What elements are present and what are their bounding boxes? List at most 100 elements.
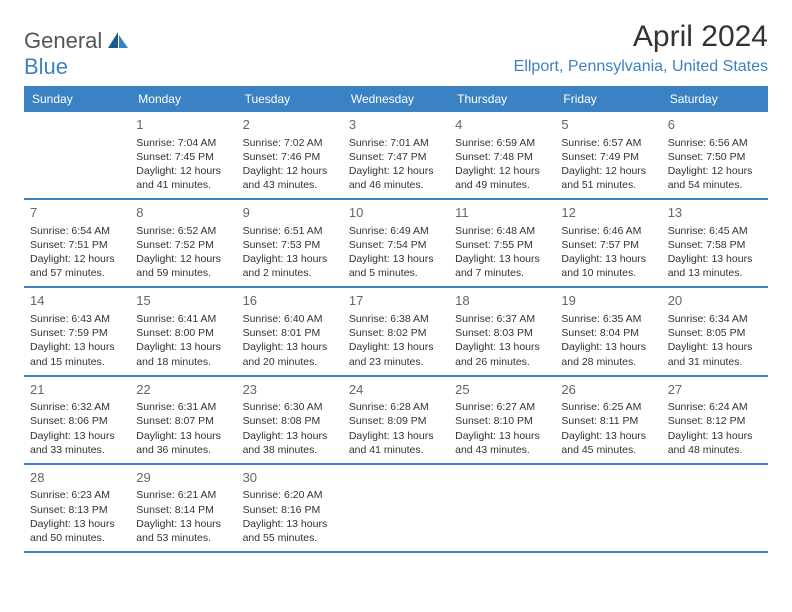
daylight-text: Daylight: 13 hours and 38 minutes. [243, 429, 337, 457]
sunrise-text: Sunrise: 7:04 AM [136, 136, 230, 150]
day-cell: 13Sunrise: 6:45 AMSunset: 7:58 PMDayligh… [662, 200, 768, 286]
day-cell: 3Sunrise: 7:01 AMSunset: 7:47 PMDaylight… [343, 112, 449, 198]
day-number: 8 [136, 204, 230, 222]
sunset-text: Sunset: 8:00 PM [136, 326, 230, 340]
day-number: 17 [349, 292, 443, 310]
sunrise-text: Sunrise: 6:35 AM [561, 312, 655, 326]
sunset-text: Sunset: 7:51 PM [30, 238, 124, 252]
day-cell: 10 Sunrise: 6:49 AMSunset: 7:54 PMDayligh… [343, 200, 449, 286]
sunrise-text: Sunrise: 6:43 AM [30, 312, 124, 326]
day-cell: 17Sunrise: 6:38 AMSunset: 8:02 PMDayligh… [343, 288, 449, 374]
daylight-text: Daylight: 13 hours and 13 minutes. [668, 252, 762, 280]
sunset-text: Sunset: 8:06 PM [30, 414, 124, 428]
daylight-text: Daylight: 13 hours and 41 minutes. [349, 429, 443, 457]
daylight-text: Daylight: 12 hours and 57 minutes. [30, 252, 124, 280]
daylight-text: Daylight: 13 hours and 45 minutes. [561, 429, 655, 457]
day-cell: 20Sunrise: 6:34 AMSunset: 8:05 PMDayligh… [662, 288, 768, 374]
calendar: SundayMondayTuesdayWednesdayThursdayFrid… [24, 86, 768, 553]
daylight-text: Daylight: 12 hours and 59 minutes. [136, 252, 230, 280]
sunrise-text: Sunrise: 6:54 AM [30, 224, 124, 238]
sunrise-text: Sunrise: 6:27 AM [455, 400, 549, 414]
day-cell: 21Sunrise: 6:32 AMSunset: 8:06 PMDayligh… [24, 377, 130, 463]
day-cell: 2Sunrise: 7:02 AMSunset: 7:46 PMDaylight… [237, 112, 343, 198]
sunrise-text: Sunrise: 6:49 AM [349, 224, 443, 238]
day-number: 14 [30, 292, 124, 310]
sunset-text: Sunset: 8:11 PM [561, 414, 655, 428]
day-number: 4 [455, 116, 549, 134]
day-cell: 6Sunrise: 6:56 AMSunset: 7:50 PMDaylight… [662, 112, 768, 198]
sunrise-text: Sunrise: 7:01 AM [349, 136, 443, 150]
day-number: 29 [136, 469, 230, 487]
empty-cell [555, 465, 661, 551]
sunrise-text: Sunrise: 6:20 AM [243, 488, 337, 502]
sunset-text: Sunset: 7:50 PM [668, 150, 762, 164]
day-number: 26 [561, 381, 655, 399]
sunset-text: Sunset: 8:14 PM [136, 503, 230, 517]
daylight-text: Daylight: 12 hours and 43 minutes. [243, 164, 337, 192]
sunset-text: Sunset: 7:55 PM [455, 238, 549, 252]
daylight-text: Daylight: 12 hours and 54 minutes. [668, 164, 762, 192]
sunset-text: Sunset: 8:01 PM [243, 326, 337, 340]
sunset-text: Sunset: 7:54 PM [349, 238, 443, 252]
daylight-text: Daylight: 13 hours and 31 minutes. [668, 340, 762, 368]
daylight-text: Daylight: 13 hours and 23 minutes. [349, 340, 443, 368]
weeks-container: 1Sunrise: 7:04 AMSunset: 7:45 PMDaylight… [24, 112, 768, 553]
sunrise-text: Sunrise: 6:40 AM [243, 312, 337, 326]
sunset-text: Sunset: 7:48 PM [455, 150, 549, 164]
day-cell: 14Sunrise: 6:43 AMSunset: 7:59 PMDayligh… [24, 288, 130, 374]
sunrise-text: Sunrise: 6:23 AM [30, 488, 124, 502]
sunset-text: Sunset: 7:49 PM [561, 150, 655, 164]
empty-cell [449, 465, 555, 551]
calendar-page: General Blue April 2024 Ellport, Pennsyl… [0, 0, 792, 573]
daylight-text: Daylight: 13 hours and 15 minutes. [30, 340, 124, 368]
daylight-text: Daylight: 13 hours and 5 minutes. [349, 252, 443, 280]
day-cell: 22Sunrise: 6:31 AMSunset: 8:07 PMDayligh… [130, 377, 236, 463]
day-cell: 16Sunrise: 6:40 AMSunset: 8:01 PMDayligh… [237, 288, 343, 374]
weekday-headers: SundayMondayTuesdayWednesdayThursdayFrid… [24, 86, 768, 112]
day-number: 9 [243, 204, 337, 222]
sunrise-text: Sunrise: 6:30 AM [243, 400, 337, 414]
day-number: 22 [136, 381, 230, 399]
weekday-header: Tuesday [237, 86, 343, 112]
sunrise-text: Sunrise: 6:38 AM [349, 312, 443, 326]
daylight-text: Daylight: 13 hours and 28 minutes. [561, 340, 655, 368]
logo-word1: General [24, 28, 102, 53]
sunset-text: Sunset: 8:09 PM [349, 414, 443, 428]
sunset-text: Sunset: 8:10 PM [455, 414, 549, 428]
sunrise-text: Sunrise: 6:34 AM [668, 312, 762, 326]
week-row: 14Sunrise: 6:43 AMSunset: 7:59 PMDayligh… [24, 288, 768, 376]
empty-cell [24, 112, 130, 198]
week-row: 21Sunrise: 6:32 AMSunset: 8:06 PMDayligh… [24, 377, 768, 465]
day-number: 13 [668, 204, 762, 222]
day-cell: 4Sunrise: 6:59 AMSunset: 7:48 PMDaylight… [449, 112, 555, 198]
day-cell: 29Sunrise: 6:21 AMSunset: 8:14 PMDayligh… [130, 465, 236, 551]
day-number: 10 [349, 204, 443, 222]
empty-cell [343, 465, 449, 551]
day-cell: 27Sunrise: 6:24 AMSunset: 8:12 PMDayligh… [662, 377, 768, 463]
day-number: 20 [668, 292, 762, 310]
day-number: 12 [561, 204, 655, 222]
sunrise-text: Sunrise: 6:59 AM [455, 136, 549, 150]
sunrise-text: Sunrise: 6:57 AM [561, 136, 655, 150]
day-number: 16 [243, 292, 337, 310]
sunrise-text: Sunrise: 6:28 AM [349, 400, 443, 414]
sunset-text: Sunset: 7:45 PM [136, 150, 230, 164]
sunset-text: Sunset: 7:58 PM [668, 238, 762, 252]
logo-word2: Blue [24, 54, 68, 79]
daylight-text: Daylight: 13 hours and 36 minutes. [136, 429, 230, 457]
day-cell: 24Sunrise: 6:28 AMSunset: 8:09 PMDayligh… [343, 377, 449, 463]
day-cell: 28Sunrise: 6:23 AMSunset: 8:13 PMDayligh… [24, 465, 130, 551]
week-row: 1Sunrise: 7:04 AMSunset: 7:45 PMDaylight… [24, 112, 768, 200]
daylight-text: Daylight: 13 hours and 2 minutes. [243, 252, 337, 280]
daylight-text: Daylight: 13 hours and 33 minutes. [30, 429, 124, 457]
day-cell: 11Sunrise: 6:48 AMSunset: 7:55 PMDayligh… [449, 200, 555, 286]
day-number: 19 [561, 292, 655, 310]
sunrise-text: Sunrise: 6:52 AM [136, 224, 230, 238]
sunrise-text: Sunrise: 6:48 AM [455, 224, 549, 238]
daylight-text: Daylight: 13 hours and 43 minutes. [455, 429, 549, 457]
sunset-text: Sunset: 7:57 PM [561, 238, 655, 252]
day-cell: 18Sunrise: 6:37 AMSunset: 8:03 PMDayligh… [449, 288, 555, 374]
day-number: 18 [455, 292, 549, 310]
day-number: 5 [561, 116, 655, 134]
day-cell: 15Sunrise: 6:41 AMSunset: 8:00 PMDayligh… [130, 288, 236, 374]
